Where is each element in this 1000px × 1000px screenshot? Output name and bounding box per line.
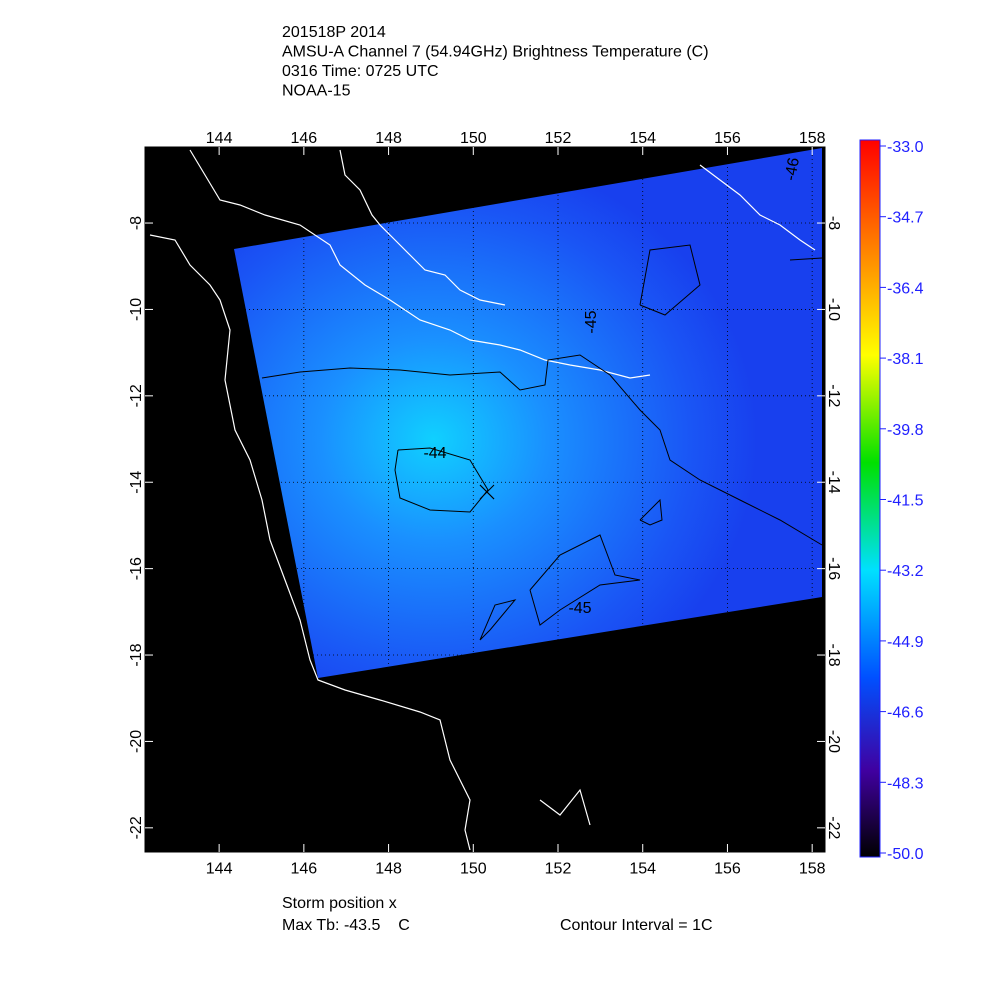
colorbar-label: -43.2 [887,563,924,580]
map-frame [144,146,826,853]
coastline [539,788,591,826]
lat-label: -22 [128,816,145,839]
lon-label: 148 [375,860,402,877]
lon-label: 152 [545,130,572,147]
colorbar-label: -39.8 [887,422,924,439]
colorbar-ticks: -33.0 -34.7 -36.4 -38.1 -39.8 -41.5 -43.2 -44.9… [880,139,924,863]
colorbar-label: -46.6 [887,705,924,722]
lat-label: -22 [825,816,842,839]
lon-label: 148 [375,130,402,147]
lon-label: 154 [629,130,656,147]
grid [145,147,825,852]
lat-label: -14 [825,471,842,494]
lat-label: -12 [825,384,842,407]
lat-label: -20 [128,730,145,753]
coastline [699,164,816,251]
title-line: 0316 Time: 0725 UTC [282,63,439,80]
lat-label: -10 [128,298,145,321]
contour-line [479,599,517,641]
contour-line [639,498,663,526]
contour-line [261,354,823,546]
colorbar-label: -34.7 [887,210,924,227]
contour-line [394,447,489,513]
contour-line [639,244,701,316]
coastline [149,234,471,851]
lon-label: 144 [206,130,233,147]
lon-label: 158 [799,130,826,147]
axes: 144 144 146 146 148 148 150 150 152 152 154 154 156 1… [128,130,842,877]
footer: Storm position x Max Tb: -43.5 C Contour… [282,895,713,934]
lat-label: -18 [825,643,842,666]
colorbar-label: -33.0 [887,139,924,156]
swath [234,148,822,678]
lat-label: -14 [128,471,145,494]
lon-label: 154 [629,860,656,877]
coastline [189,149,651,379]
lat-label: -18 [128,643,145,666]
title-line: 201518P 2014 [282,24,386,41]
title-line: AMSU-A Channel 7 (54.94GHz) Brightness T… [282,44,709,61]
colorbar [859,139,881,858]
lat-label: -10 [825,298,842,321]
max-tb: Max Tb: -43.5 C [282,917,410,934]
colorbar-label: -50.0 [887,846,924,863]
lat-label: -16 [128,557,145,580]
colorbar-label: -44.9 [887,634,924,651]
contour-label: -44 [423,445,446,462]
lon-label: 150 [460,130,487,147]
contours [261,244,823,641]
lat-label: -12 [128,384,145,407]
contour-line [789,257,823,261]
lat-label: -8 [825,216,842,230]
colorbar-label: -36.4 [887,280,924,297]
lon-label: 156 [714,860,741,877]
lon-label: 146 [290,860,317,877]
colorbar-label: -38.1 [887,351,924,368]
contour-label: -45 [583,310,600,333]
lat-label: -8 [128,216,145,230]
lon-label: 156 [714,130,741,147]
header: 201518P 2014 AMSU-A Channel 7 (54.94GHz) … [282,24,709,100]
lon-label: 150 [460,860,487,877]
lon-label: 158 [799,860,826,877]
lon-label: 144 [206,860,233,877]
coastlines [149,149,816,851]
lon-label: 146 [290,130,317,147]
lat-label: -16 [825,557,842,580]
storm-marker [479,484,495,500]
storm-note: Storm position x [282,895,397,912]
title-line: NOAA-15 [282,83,351,100]
colorbar-label: -48.3 [887,775,924,792]
contour-interval: Contour Interval = 1C [560,917,713,934]
contour-label: -45 [568,600,591,617]
contour-label: -46 [782,156,803,182]
lat-label: -20 [825,730,842,753]
colorbar-label: -41.5 [887,493,924,510]
contour-labels: -44 -45 -45 -46 [423,156,803,617]
lon-label: 152 [545,860,572,877]
coastline [339,149,506,306]
contour-line [529,534,641,626]
